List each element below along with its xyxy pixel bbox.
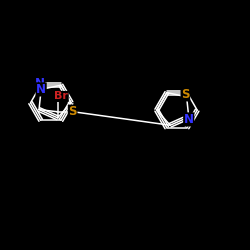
Text: N: N — [36, 83, 46, 96]
Text: S: S — [68, 105, 77, 118]
Text: N: N — [34, 78, 44, 90]
Text: S: S — [181, 88, 190, 101]
Text: Br: Br — [54, 92, 68, 102]
Text: N: N — [184, 113, 194, 126]
